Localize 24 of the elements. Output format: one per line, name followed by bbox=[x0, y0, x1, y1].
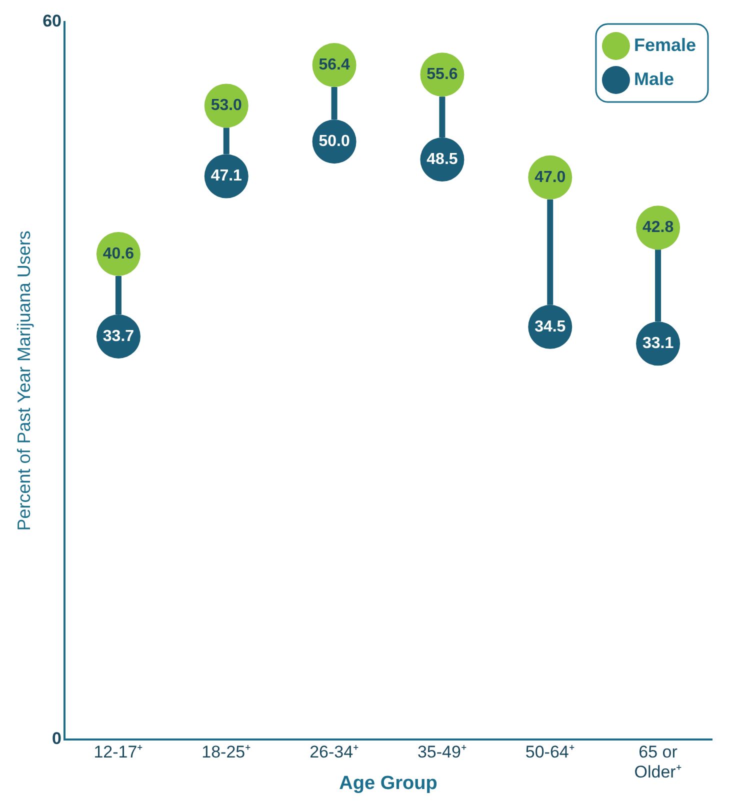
data-label: 47.0 bbox=[534, 168, 566, 186]
x-tick-label: 12-17⁺ bbox=[94, 742, 144, 762]
data-label: 55.6 bbox=[426, 66, 458, 84]
data-label: 47.1 bbox=[210, 168, 242, 185]
x-tick-label: 35-49⁺ bbox=[417, 742, 467, 762]
data-label: 42.8 bbox=[642, 219, 674, 236]
data-label: 33.7 bbox=[102, 328, 134, 345]
data-label: 48.5 bbox=[426, 150, 458, 168]
legend-label: Male bbox=[634, 68, 674, 89]
y-tick-label: 60 bbox=[42, 12, 62, 31]
x-axis-title: Age Group bbox=[339, 772, 438, 794]
y-tick-label: 0 bbox=[52, 729, 62, 748]
data-label: 33.1 bbox=[642, 335, 674, 352]
legend-label: Female bbox=[634, 34, 696, 55]
x-tick-label: 18-25⁺ bbox=[202, 742, 252, 762]
data-label: 56.4 bbox=[318, 56, 350, 74]
data-label: 40.6 bbox=[102, 245, 134, 262]
x-tick-label: 50-64⁺ bbox=[525, 742, 575, 762]
x-tick-label: 65 or Older⁺ bbox=[634, 742, 682, 782]
x-tick-label: 26-34⁺ bbox=[310, 742, 360, 762]
data-label: 50.0 bbox=[318, 132, 350, 150]
data-label: 34.5 bbox=[534, 318, 566, 336]
y-axis-title: Percent of Past Year Marijuana Users bbox=[14, 230, 34, 531]
data-label: 53.0 bbox=[210, 97, 242, 114]
